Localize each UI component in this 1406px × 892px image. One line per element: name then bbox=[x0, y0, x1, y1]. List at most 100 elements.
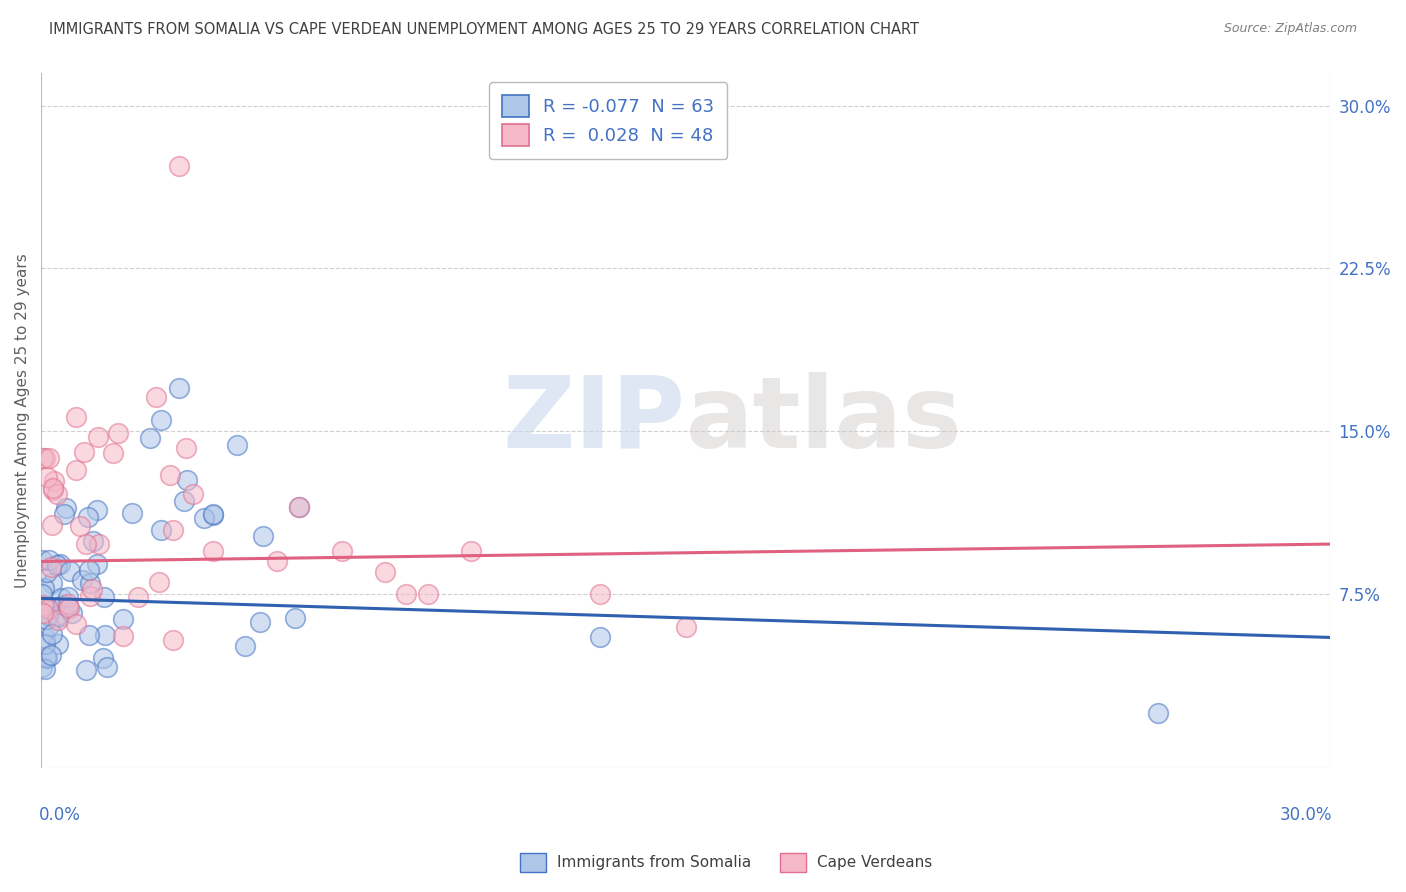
Text: Source: ZipAtlas.com: Source: ZipAtlas.com bbox=[1223, 22, 1357, 36]
Point bbox=[127, 590, 149, 604]
Point bbox=[38, 553, 60, 567]
Point bbox=[101, 446, 124, 460]
Point bbox=[31, 587, 53, 601]
Text: Immigrants from Somalia: Immigrants from Somalia bbox=[557, 855, 751, 870]
Point bbox=[31, 553, 53, 567]
Point bbox=[588, 587, 610, 601]
Point bbox=[107, 425, 129, 440]
Point bbox=[149, 523, 172, 537]
Point bbox=[82, 533, 104, 548]
Point bbox=[46, 558, 69, 573]
Point bbox=[167, 159, 190, 173]
Point bbox=[34, 631, 56, 645]
Point bbox=[53, 507, 76, 521]
Point bbox=[44, 474, 66, 488]
Point bbox=[330, 543, 353, 558]
Y-axis label: Unemployment Among Ages 25 to 29 years: Unemployment Among Ages 25 to 29 years bbox=[15, 253, 30, 588]
Text: atlas: atlas bbox=[686, 372, 962, 469]
Point bbox=[38, 451, 60, 466]
Point bbox=[32, 606, 55, 620]
Point bbox=[86, 558, 108, 572]
Point bbox=[34, 637, 56, 651]
Point bbox=[35, 612, 58, 626]
Point bbox=[288, 500, 311, 515]
Point bbox=[46, 613, 69, 627]
Point bbox=[35, 651, 58, 665]
Point bbox=[32, 581, 55, 595]
Point bbox=[96, 660, 118, 674]
Point bbox=[65, 463, 87, 477]
Point bbox=[173, 494, 195, 508]
Point bbox=[159, 467, 181, 482]
Point bbox=[39, 560, 62, 574]
Point bbox=[77, 628, 100, 642]
Point bbox=[37, 600, 59, 615]
Point bbox=[41, 626, 63, 640]
Point bbox=[249, 615, 271, 629]
Point bbox=[32, 599, 55, 613]
Point bbox=[58, 601, 80, 615]
Point bbox=[233, 640, 256, 654]
Point bbox=[87, 536, 110, 550]
Point bbox=[86, 503, 108, 517]
Point bbox=[176, 473, 198, 487]
Point bbox=[416, 587, 439, 601]
Point bbox=[60, 606, 83, 620]
Point bbox=[145, 390, 167, 404]
Point bbox=[94, 628, 117, 642]
Point bbox=[121, 506, 143, 520]
Point bbox=[181, 487, 204, 501]
Point bbox=[112, 612, 135, 626]
Point bbox=[55, 501, 77, 516]
Point bbox=[374, 566, 396, 580]
Point bbox=[82, 582, 104, 596]
Point bbox=[79, 590, 101, 604]
Point bbox=[288, 500, 311, 515]
Text: 0.0%: 0.0% bbox=[38, 805, 80, 824]
Point bbox=[51, 598, 73, 612]
Point bbox=[37, 602, 59, 616]
Point bbox=[1147, 706, 1170, 721]
Legend: R = -0.077  N = 63, R =  0.028  N = 48: R = -0.077 N = 63, R = 0.028 N = 48 bbox=[489, 82, 727, 159]
Point bbox=[38, 618, 60, 632]
Point bbox=[59, 564, 82, 578]
Point bbox=[46, 487, 69, 501]
Point bbox=[56, 590, 79, 604]
Point bbox=[460, 543, 482, 558]
Point bbox=[91, 650, 114, 665]
Point bbox=[31, 660, 53, 674]
Point bbox=[162, 524, 184, 538]
Point bbox=[87, 430, 110, 444]
Point bbox=[48, 557, 70, 571]
Point bbox=[139, 430, 162, 444]
Point bbox=[162, 633, 184, 648]
Point bbox=[69, 519, 91, 533]
Text: ZIP: ZIP bbox=[503, 372, 686, 469]
Point bbox=[39, 648, 62, 662]
Point bbox=[174, 441, 197, 455]
Point bbox=[37, 608, 59, 623]
Point bbox=[65, 410, 87, 425]
Point bbox=[49, 591, 72, 605]
Point bbox=[395, 587, 418, 601]
Point bbox=[45, 609, 67, 624]
Point bbox=[70, 574, 93, 588]
Point bbox=[201, 507, 224, 521]
Text: IMMIGRANTS FROM SOMALIA VS CAPE VERDEAN UNEMPLOYMENT AMONG AGES 25 TO 29 YEARS C: IMMIGRANTS FROM SOMALIA VS CAPE VERDEAN … bbox=[49, 22, 920, 37]
Point bbox=[41, 576, 63, 591]
Point bbox=[37, 469, 59, 483]
Point bbox=[73, 445, 96, 459]
Point bbox=[201, 543, 224, 558]
Point bbox=[226, 438, 249, 452]
Point bbox=[76, 510, 98, 524]
Point bbox=[283, 611, 305, 625]
Point bbox=[75, 537, 97, 551]
Point bbox=[34, 650, 56, 665]
Point bbox=[201, 508, 224, 522]
Point bbox=[79, 576, 101, 591]
Point bbox=[34, 451, 56, 466]
Point bbox=[48, 637, 70, 651]
Text: 30.0%: 30.0% bbox=[1279, 805, 1333, 824]
Point bbox=[148, 575, 170, 590]
Point bbox=[588, 631, 610, 645]
